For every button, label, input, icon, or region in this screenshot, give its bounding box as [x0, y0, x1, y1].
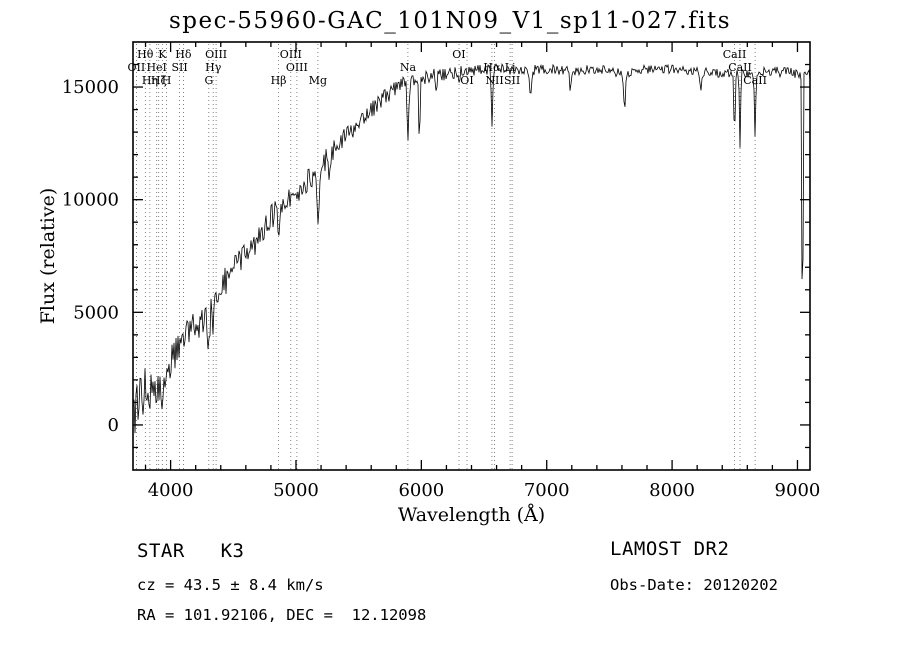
- obs-date-label: Obs-Date: 20120202: [610, 576, 778, 594]
- svg-text:4000: 4000: [148, 480, 194, 501]
- svg-text:Hζ: Hζ: [151, 74, 167, 87]
- spectral-line-labels: OIIHθHηHeIHζKHSIIHδGHγOIIIHβOIIIOIIIMgNa…: [128, 48, 767, 87]
- svg-text:9000: 9000: [775, 480, 821, 501]
- svg-text:OI: OI: [452, 48, 465, 61]
- svg-text:G: G: [204, 74, 213, 87]
- spectral-line-markers: [135, 44, 756, 469]
- axes: [132, 41, 811, 471]
- svg-text:HeI: HeI: [146, 61, 166, 74]
- cz-velocity-label: cz = 43.5 ± 8.4 km/s: [137, 576, 324, 594]
- svg-text:OIII: OIII: [280, 48, 302, 61]
- svg-text:5000: 5000: [73, 302, 119, 323]
- svg-text:H: H: [162, 74, 172, 87]
- svg-text:Hη: Hη: [142, 74, 158, 87]
- svg-text:Hδ: Hδ: [175, 48, 192, 61]
- x-axis-label: Wavelength (Å): [397, 504, 546, 526]
- svg-text:0: 0: [108, 415, 119, 436]
- plot-title: spec-55960-GAC_101N09_V1_sp11-027.fits: [168, 8, 732, 34]
- svg-text:OIII: OIII: [286, 61, 308, 74]
- y-axis-label: Flux (relative): [37, 187, 59, 325]
- svg-text:Hθ: Hθ: [137, 48, 154, 61]
- svg-text:Hγ: Hγ: [205, 61, 222, 74]
- svg-text:CaII: CaII: [743, 74, 767, 87]
- svg-text:Hα: Hα: [483, 61, 501, 74]
- svg-text:CaII: CaII: [728, 61, 752, 74]
- svg-text:Na: Na: [400, 61, 417, 74]
- object-class-label: STAR K3: [137, 540, 245, 562]
- svg-text:Li: Li: [505, 61, 516, 74]
- svg-text:Mg: Mg: [309, 74, 327, 87]
- svg-text:K: K: [158, 48, 167, 61]
- svg-text:NII: NII: [485, 74, 503, 87]
- svg-text:OIII: OIII: [205, 48, 227, 61]
- ra-dec-label: RA = 101.92106, DEC = 12.12098: [137, 606, 427, 624]
- svg-text:OII: OII: [128, 61, 146, 74]
- survey-release-label: LAMOST DR2: [610, 538, 730, 560]
- tick-labels: 4000 5000 6000 7000 8000 9000 0 5000 10000 15000: [62, 77, 821, 501]
- svg-text:OI: OI: [460, 74, 473, 87]
- ticks: [133, 42, 810, 470]
- svg-text:7000: 7000: [524, 480, 570, 501]
- svg-text:8000: 8000: [649, 480, 695, 501]
- svg-text:SII: SII: [504, 74, 520, 87]
- svg-text:10000: 10000: [62, 190, 119, 211]
- svg-text:SII: SII: [172, 61, 188, 74]
- svg-text:5000: 5000: [273, 480, 319, 501]
- spectrum-trace: [132, 62, 811, 434]
- svg-text:6000: 6000: [398, 480, 444, 501]
- svg-text:CaII: CaII: [723, 48, 747, 61]
- svg-text:15000: 15000: [62, 77, 119, 98]
- svg-text:Hβ: Hβ: [271, 74, 287, 87]
